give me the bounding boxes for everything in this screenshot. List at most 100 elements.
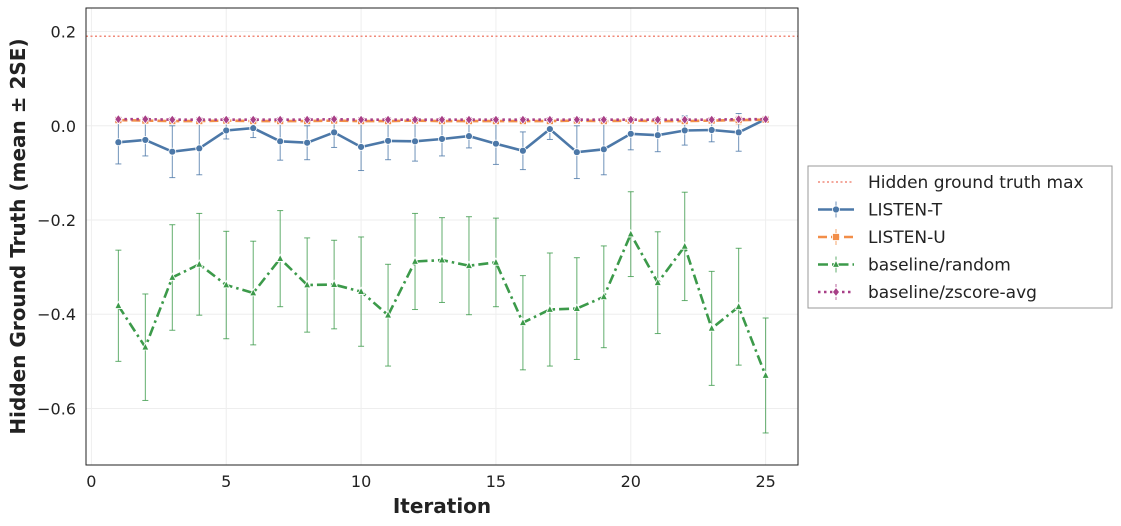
- data-point: [195, 114, 204, 125]
- data-point: [734, 128, 743, 137]
- data-point: [249, 287, 258, 297]
- data-point: [545, 304, 555, 313]
- data-point: [330, 128, 339, 137]
- data-point: [734, 113, 743, 125]
- data-point: [707, 126, 716, 134]
- data-point: [572, 148, 581, 157]
- data-point: [734, 301, 743, 310]
- data-point: [438, 135, 446, 143]
- data-point: [383, 310, 393, 319]
- data-point: [195, 259, 204, 268]
- y-axis-title: Hidden Ground Truth (mean ± 2SE): [6, 38, 30, 434]
- plot-frame: [85, 7, 799, 466]
- data-point: [222, 279, 231, 289]
- data-point: [572, 303, 581, 312]
- data-point: [141, 113, 150, 125]
- y-tick-label: 0.2: [51, 23, 76, 42]
- data-point: [680, 126, 689, 135]
- legend-item: LISTEN-T: [818, 201, 943, 221]
- data-point: [329, 279, 339, 288]
- data-point: [491, 257, 501, 266]
- data-point: [599, 145, 608, 154]
- data-point: [249, 114, 258, 125]
- x-tick-label: 20: [621, 472, 641, 491]
- data-point: [168, 114, 177, 125]
- data-point: [411, 114, 420, 125]
- data-point: [303, 279, 312, 289]
- x-tick-label: 0: [86, 472, 96, 491]
- data-point: [222, 126, 231, 135]
- y-tick-label: 0.0: [51, 117, 76, 136]
- data-point: [832, 205, 840, 214]
- data-point: [330, 113, 339, 125]
- legend-label: Hidden ground truth max: [868, 173, 1084, 193]
- legend-label: LISTEN-T: [868, 201, 943, 221]
- data-point: [707, 114, 716, 125]
- data-point: [626, 229, 635, 238]
- data-point: [599, 114, 608, 125]
- data-point: [114, 138, 123, 147]
- legend-item: baseline/random: [818, 256, 1011, 276]
- data-point: [653, 131, 662, 140]
- y-tick-label: −0.6: [37, 399, 76, 418]
- data-point: [831, 259, 841, 268]
- data-point: [519, 146, 527, 155]
- data-point: [276, 253, 285, 262]
- series-baseline-random: [114, 191, 770, 434]
- data-point: [114, 113, 123, 125]
- data-point: [357, 114, 366, 125]
- data-point: [545, 125, 554, 133]
- data-point: [114, 300, 123, 309]
- y-tick-label: −0.2: [37, 211, 76, 230]
- data-point: [599, 291, 608, 301]
- tick-layer: 0 5 10 15 20 25 0.2 0.0 −0.2 −0.4 −0.6: [37, 23, 776, 491]
- x-tick-label: 15: [486, 472, 506, 491]
- x-tick-label: 5: [221, 472, 231, 491]
- legend-box: [807, 165, 1113, 309]
- data-point: [464, 114, 473, 125]
- data-point: [653, 114, 662, 125]
- legend-item: LISTEN-U: [818, 228, 946, 248]
- data-point: [545, 114, 554, 125]
- data-point: [141, 342, 150, 351]
- legend: Hidden ground truth max LISTEN-T LISTEN-U b…: [807, 165, 1113, 309]
- legend-label: LISTEN-U: [868, 228, 946, 248]
- series-baseline-zscore-avg: [114, 113, 770, 125]
- data-point: [276, 114, 285, 125]
- data-point: [303, 138, 312, 147]
- data-point: [761, 113, 770, 125]
- x-tick-label: 10: [351, 472, 371, 491]
- data-point: [464, 260, 474, 269]
- data-point: [465, 132, 473, 141]
- legend-label: baseline/zscore-avg: [868, 283, 1037, 303]
- data-point: [276, 137, 285, 146]
- data-point: [518, 114, 527, 125]
- data-point: [357, 143, 365, 151]
- data-point: [410, 256, 420, 265]
- data-point: [411, 137, 419, 146]
- data-point: [518, 317, 528, 326]
- data-point: [222, 114, 231, 125]
- data-point: [384, 114, 393, 125]
- series-layer: [114, 113, 770, 434]
- data-point: [761, 370, 770, 379]
- data-point: [832, 233, 840, 241]
- x-axis-title: Iteration: [393, 494, 491, 518]
- data-point: [680, 114, 689, 125]
- data-point: [707, 323, 716, 332]
- data-point: [831, 286, 841, 298]
- data-point: [437, 114, 447, 125]
- data-point: [626, 114, 635, 125]
- data-point: [491, 114, 500, 125]
- data-point: [626, 129, 635, 138]
- data-point: [492, 139, 500, 148]
- legend-item: Hidden ground truth max: [818, 173, 1084, 193]
- data-point: [168, 147, 177, 156]
- data-point: [168, 272, 177, 281]
- data-point: [437, 254, 447, 264]
- data-point: [356, 286, 366, 295]
- legend-item: baseline/zscore-avg: [818, 283, 1037, 303]
- data-point: [303, 114, 312, 125]
- data-point: [195, 144, 204, 153]
